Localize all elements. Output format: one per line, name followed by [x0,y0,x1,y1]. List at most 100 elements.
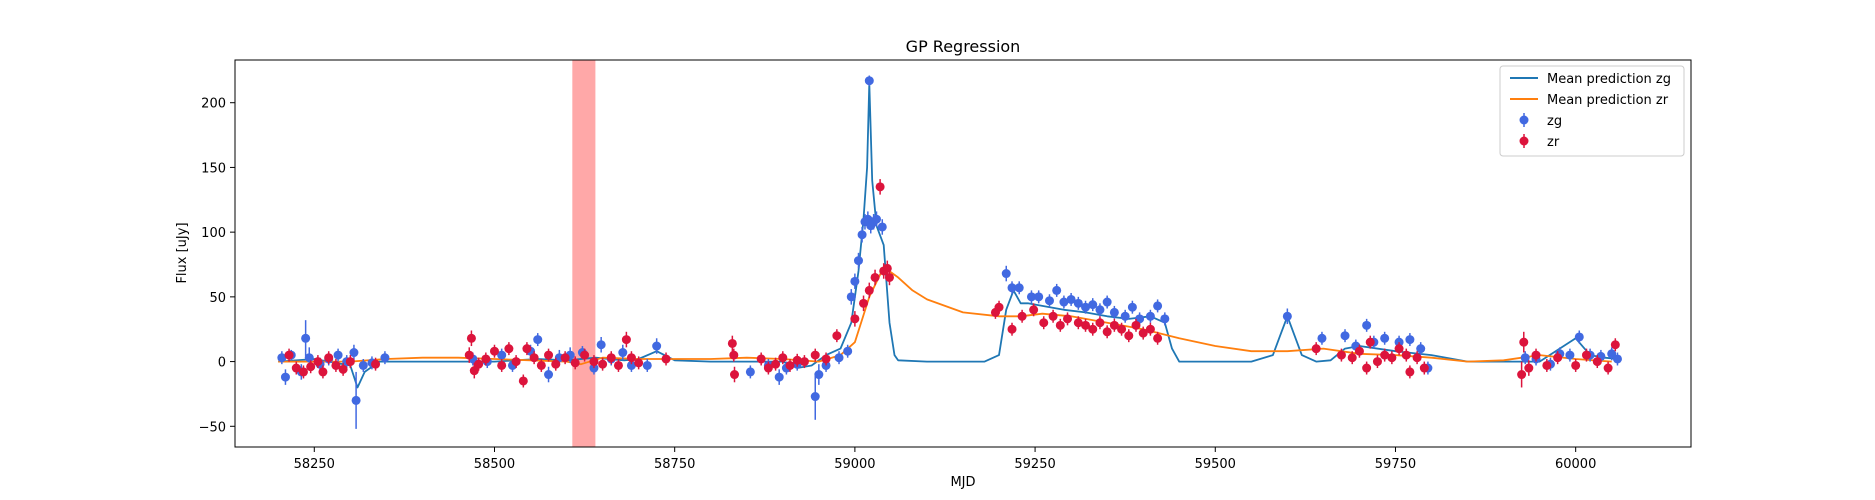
data-point-zr [864,282,874,299]
marker-zr [1055,320,1065,330]
marker-zg [1612,354,1622,364]
data-point-zg [1034,290,1044,304]
marker-zg [1102,297,1112,307]
data-point-zr [306,360,316,374]
data-point-zg [850,273,860,290]
marker-zr [598,359,608,369]
data-point-zg [351,371,361,429]
y-tick-label: 0 [218,356,226,371]
data-point-zr [371,357,381,371]
marker-zg [1001,269,1011,279]
data-point-zr [810,348,820,362]
marker-zg [1380,333,1390,343]
marker-zg [380,353,390,363]
marker-zr [469,366,479,376]
data-point-zr [598,357,608,371]
data-point-zr [1153,331,1163,345]
data-point-zr [1354,344,1364,358]
marker-zr [371,359,381,369]
data-point-zr [1365,335,1375,349]
data-point-zr [1610,338,1620,352]
marker-zr [1362,363,1372,373]
legend-swatch-zr-points [1519,134,1529,148]
y-tick-label: 150 [201,161,226,176]
marker-zr [1081,320,1091,330]
data-point-zr [1372,355,1382,369]
data-point-zg [1282,308,1292,325]
marker-zr [580,350,590,360]
y-tick-label: 50 [209,291,226,306]
data-point-zg [1059,295,1069,309]
data-point-zr [1419,361,1429,375]
marker-zg [358,360,368,370]
y-axis-label: Flux [uJy] [175,222,190,283]
marker-zr [1063,314,1073,324]
data-point-zr [1531,348,1541,362]
marker-zr [661,354,671,364]
data-point-zr [1517,361,1527,388]
legend-box [1499,65,1685,157]
marker-zg [1066,294,1076,304]
data-point-zr [1347,351,1357,365]
data-point-zr [489,344,499,358]
marker-zr [785,360,795,370]
data-point-zr [1131,318,1141,332]
data-point-zg [1095,303,1105,317]
data-point-zr [474,357,484,371]
marker-zr [589,357,599,367]
marker-zg [1095,305,1105,315]
marker-zr [727,338,737,348]
data-point-zr [504,342,514,356]
data-point-zg [618,344,628,361]
data-point-zr [832,329,842,343]
marker-zr [1017,311,1027,321]
marker-zr [1124,331,1134,341]
data-points [277,75,1622,429]
marker-zg [1317,333,1327,343]
plot-background [235,60,1691,447]
marker-zg [1520,353,1530,363]
data-point-zr [464,347,474,363]
data-point-zr [511,355,521,369]
marker-zg [864,76,874,86]
data-point-zr [1405,365,1415,379]
data-point-zr [1524,360,1534,376]
marker-zg [349,348,359,358]
marker-zr [864,285,874,295]
marker-zg [1120,311,1130,321]
marker-zg [1026,292,1036,302]
marker-zg [1405,335,1415,345]
data-point-zg [1007,281,1017,295]
data-point-zr [634,356,644,370]
data-point-zg [1565,348,1575,362]
marker-zg [834,353,844,363]
marker-zg [877,222,887,232]
marker-zr [1542,360,1552,370]
legend-marker [1519,136,1529,146]
data-point-zg [380,351,390,365]
marker-zr [324,353,334,363]
data-point-zg [1014,281,1024,295]
data-point-zr [799,355,809,369]
data-point-zr [661,352,671,366]
marker-zr [1419,363,1429,373]
data-point-zg [843,344,853,358]
data-point-zr [994,300,1004,314]
marker-zr [810,350,820,360]
marker-zr [1073,318,1083,328]
marker-zr [345,357,355,367]
marker-zr [466,333,476,343]
marker-zr [291,363,301,373]
data-point-zr [338,362,348,376]
x-tick-label: 59500 [1195,457,1236,472]
data-point-zr [1542,358,1552,372]
highlight-band-layer [572,60,596,447]
marker-zr [1401,350,1411,360]
data-point-zr [1117,322,1127,336]
data-point-zr [1138,326,1148,340]
marker-zr [1138,328,1148,338]
marker-zr [1336,350,1346,360]
marker-zr [763,363,773,373]
marker-zg [1059,297,1069,307]
data-point-zr [1048,309,1058,323]
